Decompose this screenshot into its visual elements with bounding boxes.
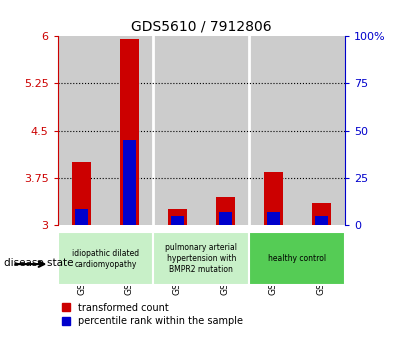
Text: idiopathic dilated
cardiomyopathy: idiopathic dilated cardiomyopathy [72, 249, 139, 269]
Legend: transformed count, percentile rank within the sample: transformed count, percentile rank withi… [62, 302, 243, 326]
Title: GDS5610 / 7912806: GDS5610 / 7912806 [131, 20, 272, 34]
Bar [267, 212, 280, 225]
Bar [314, 216, 328, 225]
Text: pulmonary arterial
hypertension with
BMPR2 mutation: pulmonary arterial hypertension with BMP… [165, 243, 238, 274]
Bar [106, 36, 153, 225]
Bar [72, 162, 91, 225]
Bar [249, 232, 345, 285]
Bar [123, 140, 136, 225]
Bar [264, 172, 283, 225]
Bar [216, 197, 235, 225]
Bar [312, 203, 331, 225]
Bar [219, 212, 232, 225]
Text: disease state: disease state [4, 258, 74, 268]
Bar [168, 209, 187, 225]
Bar [153, 232, 249, 285]
Bar [153, 36, 201, 225]
Bar [75, 209, 88, 225]
Bar [249, 36, 297, 225]
Bar [201, 36, 249, 225]
Text: healthy control: healthy control [268, 254, 326, 263]
Bar [297, 36, 345, 225]
Bar [58, 232, 153, 285]
Bar [171, 216, 184, 225]
Bar [120, 40, 139, 225]
Bar [58, 36, 106, 225]
